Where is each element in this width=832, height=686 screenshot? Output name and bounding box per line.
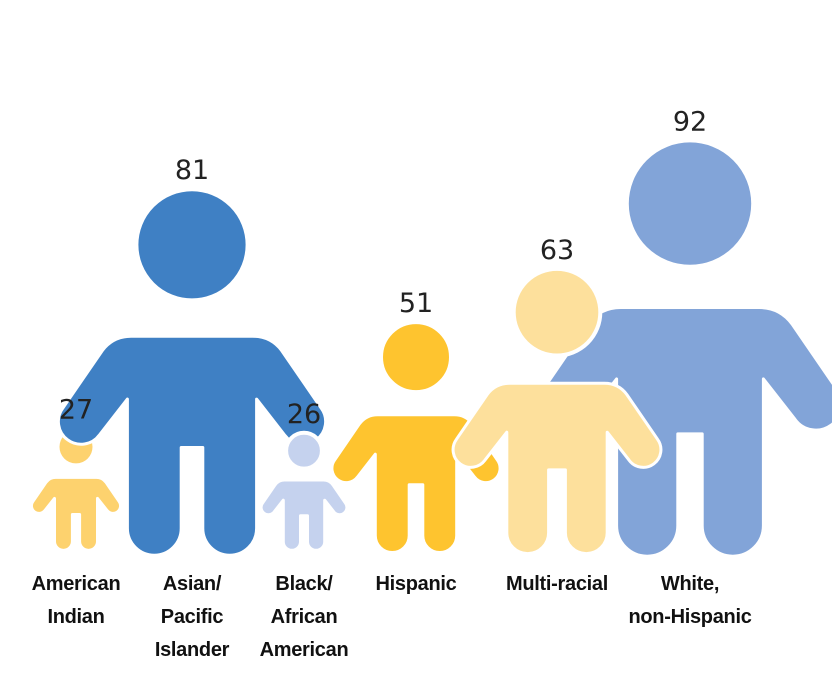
value-label: 26 bbox=[287, 399, 321, 430]
person-figure-1 bbox=[56, 187, 328, 557]
value-label: 63 bbox=[540, 235, 574, 266]
category-label: Multi-racial bbox=[506, 573, 608, 595]
figure-body bbox=[56, 334, 328, 557]
value-label: 27 bbox=[59, 394, 93, 425]
value-label: 92 bbox=[673, 106, 707, 137]
figure-body bbox=[451, 381, 663, 556]
figure-body bbox=[29, 475, 123, 552]
person-figure-2 bbox=[259, 430, 349, 552]
category-label: White, non-Hispanic bbox=[628, 573, 751, 628]
value-label: 81 bbox=[175, 155, 209, 186]
figure-head bbox=[624, 138, 756, 269]
labels-layer: 27 81 26 51 92 63 American Indian Asian/Pacific I… bbox=[32, 106, 752, 661]
person-figure-5 bbox=[536, 138, 832, 558]
figure-head bbox=[511, 266, 603, 358]
figures-layer bbox=[29, 138, 832, 558]
figure-head bbox=[134, 187, 250, 303]
figure-body bbox=[259, 478, 349, 552]
person-figure-4 bbox=[451, 266, 663, 556]
category-label: American Indian bbox=[32, 573, 121, 628]
category-label: Black/African American bbox=[260, 573, 349, 661]
category-label: Asian/Pacific Islander bbox=[155, 573, 230, 661]
figure-head bbox=[284, 430, 324, 471]
figure-head bbox=[379, 320, 453, 395]
value-label: 51 bbox=[399, 288, 433, 319]
category-label: Hispanic bbox=[376, 573, 457, 595]
person-figure-0 bbox=[29, 426, 123, 552]
